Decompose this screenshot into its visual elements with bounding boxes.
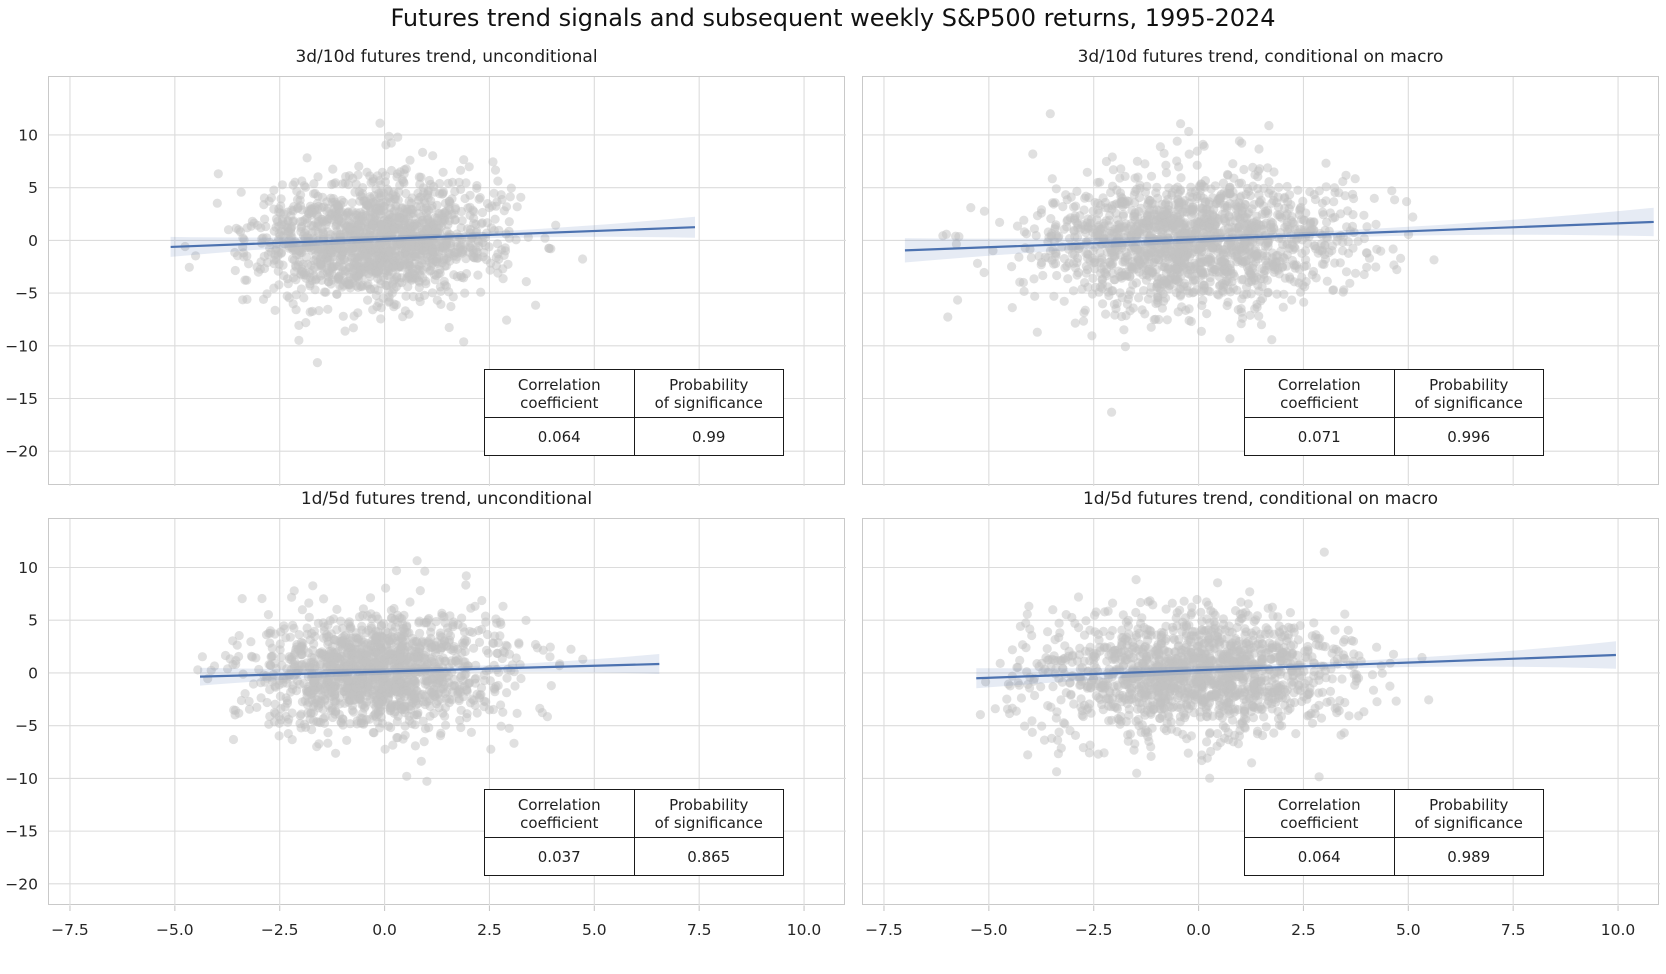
stats-header-correlation: Correlation coefficient [485,370,634,417]
stats-table: Correlation coefficient Probability of sig… [484,369,784,456]
stats-header-probability: Probability of significance [1393,370,1544,417]
stats-table-header-row: Correlation coefficient Probability of sig… [1245,790,1543,838]
scatter-plot-svg [863,77,1660,486]
trend-line [199,662,660,678]
scatter-points [193,556,588,786]
svg-text:−20: −20 [5,443,38,461]
subplot-3d10d-unconditional: 3d/10d futures trend, unconditional 10 5 0… [5,47,846,486]
stats-table-value-row: 0.064 0.989 [1245,838,1543,875]
stats-table-value-row: 0.071 0.996 [1245,418,1543,455]
svg-text:−7.5: −7.5 [51,921,89,939]
header-line: of significance [1414,394,1523,412]
svg-text:−5.0: −5.0 [156,921,194,939]
svg-text:−15: −15 [5,823,38,841]
scatter-plot-svg: 10 5 0 −5 −10 −15 −20 [5,77,846,486]
stats-table-header-row: Correlation coefficient Probability of sig… [485,370,783,418]
subplot-title: 3d/10d futures trend, unconditional [295,47,598,67]
header-line: Correlation [517,796,601,814]
correlation-value: 0.037 [537,848,581,866]
y-tick-labels: 10 5 0 −5 −10 −15 −20 [5,126,38,460]
trend-line [976,653,1616,680]
svg-text:−15: −15 [5,390,38,408]
correlation-value: 0.071 [1297,428,1341,446]
correlation-value: 0.064 [537,428,581,446]
svg-text:7.5: 7.5 [687,921,712,939]
svg-text:−5: −5 [15,717,38,735]
scatter-plot-svg: −7.5 −5.0 −2.5 0.0 2.5 5.0 7.5 10.0 [863,519,1660,939]
stats-table: Correlation coefficient Probability of sig… [1244,369,1544,456]
trend-line [170,226,696,249]
subplot-1d5d-unconditional: 1d/5d futures trend, unconditional −7.5−… [5,489,846,939]
svg-text:−10: −10 [5,337,38,355]
svg-text:10: 10 [18,126,38,144]
stats-table: Correlation coefficient Probability of sig… [484,789,784,876]
svg-text:10.0: 10.0 [787,921,822,939]
scatter-points [938,109,1439,417]
header-line: Correlation [1277,376,1361,394]
svg-text:−5: −5 [15,285,38,303]
stats-table-header-row: Correlation coefficient Probability of sig… [1245,370,1543,418]
probability-value: 0.989 [1393,838,1544,875]
stats-header-probability: Probability of significance [633,790,784,837]
svg-text:5: 5 [28,612,38,630]
stats-table: Correlation coefficient Probability of sig… [1244,789,1544,876]
stats-header-correlation: Correlation coefficient [1245,790,1394,837]
figure-title: Futures trend signals and subsequent wee… [390,4,1276,32]
stats-table-header-row: Correlation coefficient Probability of sig… [485,790,783,838]
header-line: Correlation [1277,796,1361,814]
svg-text:−10: −10 [5,770,38,788]
scatter-points [975,547,1434,783]
header-line: of significance [1414,814,1523,832]
header-line: coefficient [520,814,599,832]
stats-header-correlation: Correlation coefficient [485,790,634,837]
scatter-plot-svg: −7.5 −5.0 −2.5 0.0 2.5 5.0 7.5 10.0 10 5 0 −5 −10 −15… [5,519,846,939]
correlation-value: 0.064 [1297,848,1341,866]
svg-text:−2.5: −2.5 [261,921,299,939]
svg-text:10: 10 [18,559,38,577]
header-line: of significance [654,394,763,412]
header-line: of significance [654,814,763,832]
x-tick-labels: −7.5 −5.0 −2.5 0.0 2.5 5.0 7.5 10.0 [51,906,821,939]
stats-header-correlation: Correlation coefficient [1245,370,1394,417]
stats-table-value-row: 0.064 0.99 [485,418,783,455]
header-line: Correlation [517,376,601,394]
confidence-band [976,641,1616,689]
svg-text:5: 5 [28,179,38,197]
svg-text:−20: −20 [5,875,38,893]
header-line: Probability [1429,376,1509,394]
header-line: coefficient [1280,814,1359,832]
subplot-title: 1d/5d futures trend, unconditional [300,489,593,509]
probability-value: 0.865 [633,838,784,875]
stats-header-probability: Probability of significance [1393,790,1544,837]
header-line: Probability [1429,796,1509,814]
header-line: coefficient [520,394,599,412]
subplot-title: 1d/5d futures trend, conditional on macr… [1082,489,1439,509]
header-line: Probability [669,796,749,814]
svg-text:5.0: 5.0 [582,921,607,939]
svg-text:0: 0 [28,664,38,682]
subplot-title: 3d/10d futures trend, conditional on mac… [1077,47,1444,67]
svg-text:0: 0 [28,232,38,250]
probability-value: 0.996 [1393,418,1544,455]
stats-table-value-row: 0.037 0.865 [485,838,783,875]
trend-line [904,220,1654,252]
svg-text:0.0: 0.0 [372,921,397,939]
svg-text:2.5: 2.5 [477,921,502,939]
header-line: Probability [669,376,749,394]
stats-header-probability: Probability of significance [633,370,784,417]
probability-value: 0.99 [633,418,784,455]
header-line: coefficient [1280,394,1359,412]
subplot-1d5d-conditional: 1d/5d futures trend, conditional on macr… [862,489,1660,939]
y-tick-labels: 10 5 0 −5 −10 −15 −20 [5,559,38,893]
subplot-3d10d-conditional: 3d/10d futures trend, conditional on mac… [862,47,1660,486]
x-tick-labels: −7.5 −5.0 −2.5 0.0 2.5 5.0 7.5 10.0 [865,906,1635,939]
